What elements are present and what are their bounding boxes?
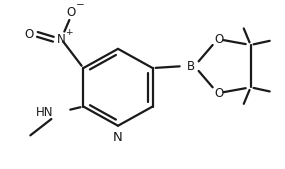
Text: O: O <box>214 87 223 100</box>
Text: N: N <box>113 130 123 143</box>
Text: N: N <box>57 33 66 46</box>
Text: +: + <box>65 28 72 37</box>
Text: O: O <box>25 28 34 41</box>
Text: HN: HN <box>36 106 53 119</box>
Text: O: O <box>214 33 223 46</box>
Text: O: O <box>67 6 76 19</box>
Text: −: − <box>76 0 85 10</box>
Text: B: B <box>187 60 195 73</box>
